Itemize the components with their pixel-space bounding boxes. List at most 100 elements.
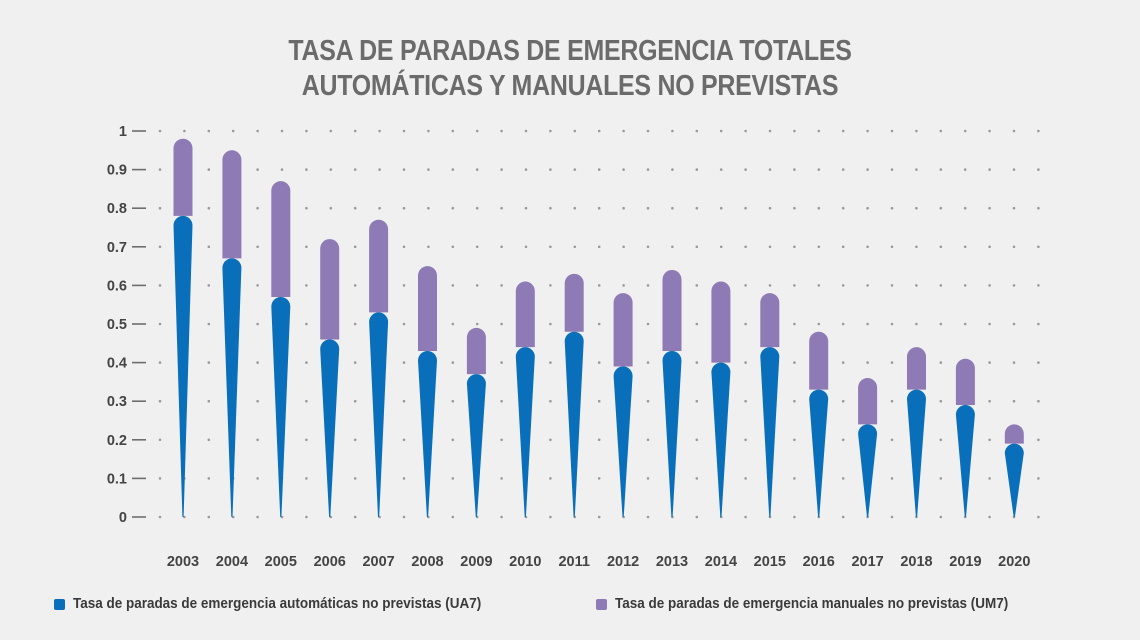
grid-dot xyxy=(207,129,211,133)
grid-dot xyxy=(402,361,406,364)
grid-dot xyxy=(793,245,796,249)
grid-dot xyxy=(646,515,650,519)
x-tick-label: 2013 xyxy=(656,554,688,570)
grid-dot xyxy=(305,206,308,210)
y-tick-label: 0.4 xyxy=(107,356,127,372)
grid-dot xyxy=(817,129,821,133)
grid-dot xyxy=(451,477,455,480)
grid-dot xyxy=(378,168,381,171)
grid-dot xyxy=(988,477,991,480)
grid-dot xyxy=(524,245,528,249)
grid-dot xyxy=(793,129,796,133)
grid-dot xyxy=(866,322,869,326)
grid-dot xyxy=(988,168,991,171)
grid-dot xyxy=(841,129,845,133)
bar-ua7 xyxy=(369,312,389,517)
grid-dot xyxy=(793,206,796,210)
grid-dot xyxy=(866,245,869,249)
grid-dot xyxy=(402,322,406,326)
grid-dot xyxy=(719,129,723,133)
grid-dots xyxy=(158,129,1040,519)
chart-title: TASA DE PARADAS DE EMERGENCIA TOTALES AU… xyxy=(0,34,1140,104)
legend-item-ua7: Tasa de paradas de emergencia automática… xyxy=(54,596,512,612)
grid-dot xyxy=(305,284,308,287)
grid-dot xyxy=(500,515,503,519)
grid-dot xyxy=(1037,438,1040,442)
grid-dot xyxy=(1037,206,1040,210)
bar-um7 xyxy=(809,331,829,390)
grid-dot xyxy=(939,168,943,171)
y-tick-label: 0.3 xyxy=(107,394,127,410)
grid-dot xyxy=(597,399,601,403)
grid-dot xyxy=(890,168,894,171)
grid-dot xyxy=(305,245,308,249)
bar-um7 xyxy=(613,293,633,367)
grid-dot xyxy=(939,438,943,442)
grid-dot xyxy=(573,129,577,133)
grid-dot xyxy=(963,284,967,287)
grid-dot xyxy=(402,399,406,403)
grid-dot xyxy=(988,245,991,249)
grid-dot xyxy=(768,129,772,133)
grid-dot xyxy=(1037,515,1040,519)
grid-dot xyxy=(475,129,479,133)
bar-ua7 xyxy=(907,389,926,517)
grid-dot xyxy=(622,129,625,133)
grid-dot xyxy=(207,399,211,403)
grid-dot xyxy=(597,168,601,171)
grid-dot xyxy=(866,168,869,171)
bar-ua7 xyxy=(515,347,535,517)
bar-um7 xyxy=(418,266,437,352)
grid-dot xyxy=(402,168,406,171)
grid-dot xyxy=(939,322,943,326)
bar-um7 xyxy=(907,347,926,390)
grid-dot xyxy=(1012,322,1016,326)
grid-dot xyxy=(353,399,357,403)
bar-ua7 xyxy=(466,374,486,517)
grid-dot xyxy=(1037,168,1040,171)
grid-dot xyxy=(841,477,845,480)
grid-dot xyxy=(695,129,699,133)
grid-dot xyxy=(793,284,796,287)
grid-dot xyxy=(915,129,918,133)
grid-dot xyxy=(524,206,528,210)
grid-dot xyxy=(500,399,503,403)
bar-um7 xyxy=(711,281,731,363)
grid-dot xyxy=(451,438,455,442)
grid-dot xyxy=(597,322,601,326)
grid-dot xyxy=(915,322,918,326)
bar-um7 xyxy=(564,273,584,332)
x-tick-label: 2007 xyxy=(362,554,394,570)
y-tick-label: 0.8 xyxy=(107,201,127,217)
grid-dot xyxy=(866,206,869,210)
bar-ua7 xyxy=(809,389,829,517)
grid-dot xyxy=(622,206,625,210)
grid-dot xyxy=(793,515,796,519)
grid-dot xyxy=(475,245,479,249)
grid-dot xyxy=(402,245,406,249)
grid-dot xyxy=(158,245,162,249)
grid-dot xyxy=(646,245,650,249)
grid-dot xyxy=(207,322,211,326)
grid-dot xyxy=(963,129,967,133)
grid-dot xyxy=(695,399,699,403)
grid-dot xyxy=(353,168,357,171)
grid-dot xyxy=(475,284,479,287)
grid-dot xyxy=(890,129,894,133)
grid-dot xyxy=(744,206,747,210)
grid-dot xyxy=(500,284,503,287)
bar-ua7 xyxy=(418,351,437,517)
grid-dot xyxy=(329,168,333,171)
grid-dot xyxy=(671,168,674,171)
bar-ua7 xyxy=(711,362,731,517)
grid-dot xyxy=(207,284,211,287)
x-tick-label: 2016 xyxy=(803,554,835,570)
grid-dot xyxy=(695,168,699,171)
grid-dot xyxy=(597,438,601,442)
grid-dot xyxy=(622,245,625,249)
grid-dot xyxy=(939,361,943,364)
grid-dot xyxy=(988,284,991,287)
grid-dot xyxy=(622,168,625,171)
grid-dot xyxy=(817,206,821,210)
grid-dot xyxy=(256,129,259,133)
